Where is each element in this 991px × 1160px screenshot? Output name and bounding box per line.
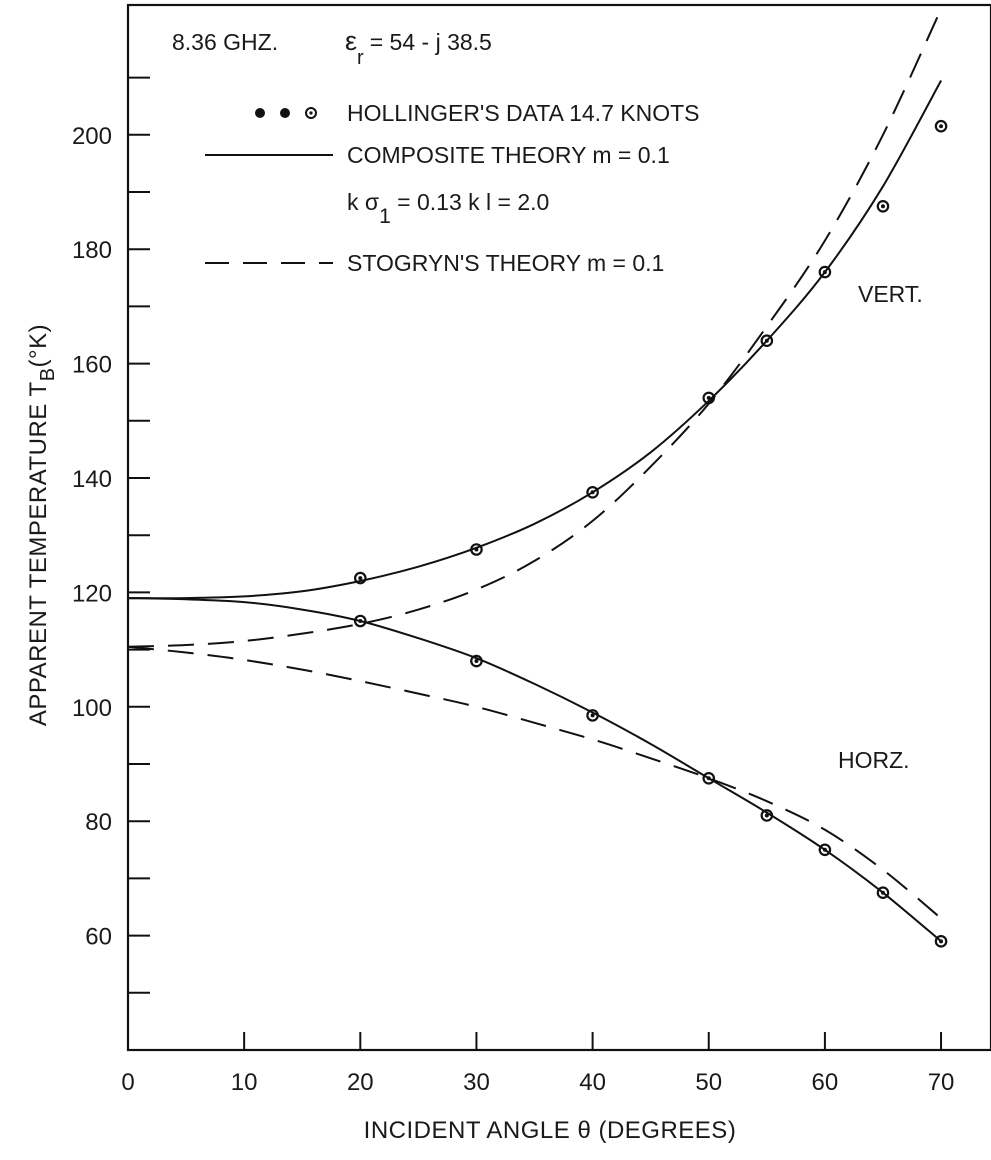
data-point bbox=[760, 809, 774, 822]
legend: HOLLINGER'S DATA 14.7 KNOTS COMPOSITE TH… bbox=[205, 100, 699, 276]
roughness-subscript: 1 bbox=[379, 205, 391, 228]
data-point-center bbox=[474, 659, 479, 664]
x-tick-label: 10 bbox=[231, 1069, 258, 1096]
y-tick-label: 180 bbox=[72, 237, 112, 264]
y-tick-label: 100 bbox=[72, 695, 112, 722]
data-point bbox=[470, 543, 483, 556]
x-tick-label: 70 bbox=[928, 1069, 955, 1096]
data-point-center bbox=[764, 338, 769, 343]
roughness-symbol: k σ bbox=[347, 189, 379, 215]
legend-label-composite: COMPOSITE THEORY m = 0.1 bbox=[347, 142, 670, 168]
frequency-label: 8.36 GHZ. bbox=[172, 29, 278, 55]
x-tick-label: 40 bbox=[579, 1069, 606, 1096]
data-point-center bbox=[939, 939, 944, 944]
legend-label-roughness: k σ1 = 0.13 k l = 2.0 bbox=[347, 189, 549, 228]
data-point-center bbox=[706, 395, 711, 400]
data-point-center bbox=[939, 124, 944, 129]
data-point-center bbox=[764, 813, 769, 818]
data-point bbox=[760, 334, 774, 348]
y-tick-label: 80 bbox=[85, 809, 112, 836]
data-point bbox=[353, 614, 367, 628]
curve-label-vertical: VERT. bbox=[858, 281, 923, 307]
data-point bbox=[818, 843, 832, 857]
roughness-value: = 0.13 k l = 2.0 bbox=[391, 189, 550, 215]
composite-curve-horz bbox=[127, 597, 942, 943]
permittivity-label: εr = 54 - j 38.5 bbox=[345, 26, 492, 69]
legend-label-hollinger: HOLLINGER'S DATA 14.7 KNOTS bbox=[347, 100, 699, 126]
y-axis-title: APPARENT TEMPERATURE TB(°K) bbox=[25, 324, 59, 726]
data-point bbox=[934, 935, 948, 948]
data-point-center bbox=[880, 204, 885, 209]
x-tick-label: 60 bbox=[812, 1069, 839, 1096]
legend-marker-points bbox=[255, 107, 317, 119]
data-point-center bbox=[880, 890, 885, 895]
y-tick-label: 160 bbox=[72, 352, 112, 379]
y-axis-title-subscript: B bbox=[37, 367, 59, 381]
y-tick-label: 200 bbox=[72, 123, 112, 150]
legend-point bbox=[309, 111, 313, 115]
permittivity-symbol: ε bbox=[345, 26, 357, 56]
legend-label-stogryn: STOGRYN'S THEORY m = 0.1 bbox=[347, 250, 664, 276]
x-tick-label: 20 bbox=[347, 1069, 374, 1096]
legend-point bbox=[280, 108, 290, 118]
x-tick-label: 0 bbox=[121, 1069, 134, 1096]
data-point bbox=[586, 485, 599, 499]
x-tick-label: 30 bbox=[463, 1069, 490, 1096]
data-point-center bbox=[822, 847, 827, 852]
y-tick-label: 140 bbox=[72, 466, 112, 493]
data-point bbox=[702, 391, 716, 405]
x-tick-label: 50 bbox=[695, 1069, 722, 1096]
data-point-center bbox=[706, 776, 711, 781]
y-axis-title-unit: (°K) bbox=[25, 324, 52, 368]
y-tick-label: 120 bbox=[72, 580, 112, 607]
data-point-center bbox=[474, 547, 479, 552]
stogryn-curve-vert bbox=[127, 8, 943, 648]
curve-label-horizontal: HORZ. bbox=[838, 747, 910, 773]
data-point bbox=[470, 654, 483, 668]
legend-point bbox=[305, 107, 317, 119]
data-point-center bbox=[822, 270, 827, 275]
data-point bbox=[586, 709, 599, 722]
axis-ticks: 0 10 20 30 40 50 60 70 60 80 100 120 140 160 180 200 bbox=[72, 76, 955, 1096]
data-point bbox=[876, 200, 890, 213]
data-point bbox=[353, 571, 367, 585]
data-point-center bbox=[358, 619, 363, 623]
data-points bbox=[353, 119, 948, 948]
data-point bbox=[702, 771, 716, 785]
data-point bbox=[934, 119, 948, 133]
stogryn-curve-horz bbox=[127, 645, 942, 920]
data-point-center bbox=[590, 490, 595, 495]
plot-frame bbox=[126, 3, 991, 1052]
legend-point bbox=[255, 108, 265, 118]
x-axis-title: INCIDENT ANGLE θ (DEGREES) bbox=[364, 1117, 737, 1144]
data-point bbox=[876, 886, 890, 899]
data-point-center bbox=[590, 713, 595, 718]
permittivity-subscript: r bbox=[357, 47, 364, 69]
data-point-center bbox=[358, 576, 363, 581]
y-tick-label: 60 bbox=[85, 924, 112, 951]
y-axis-title-main: APPARENT TEMPERATURE T bbox=[25, 381, 52, 726]
data-point bbox=[818, 265, 832, 279]
permittivity-value: = 54 - j 38.5 bbox=[370, 29, 492, 55]
